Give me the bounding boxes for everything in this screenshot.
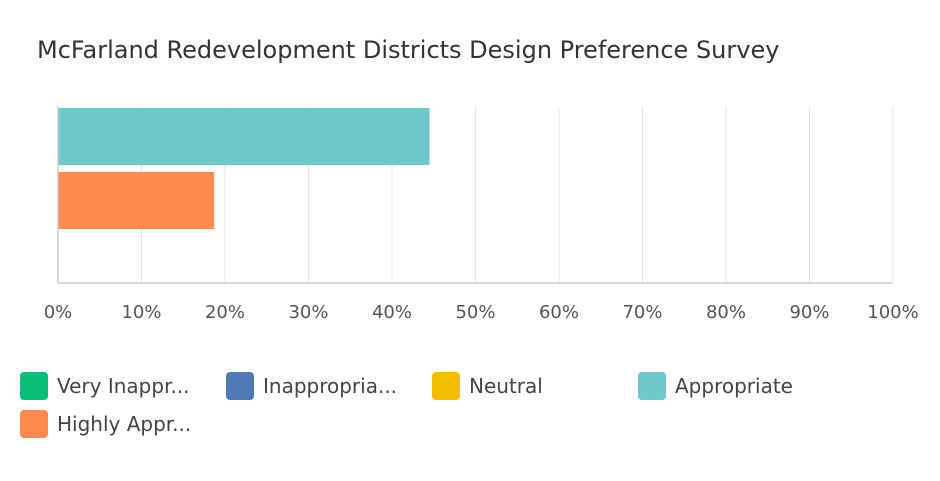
x-tick-label: 40%: [372, 302, 412, 323]
legend-swatch: [226, 372, 254, 400]
bars: [58, 108, 430, 229]
x-tick-label: 90%: [789, 302, 829, 323]
legend-item[interactable]: Neutral: [432, 371, 543, 401]
legend-item[interactable]: Very Inappr...: [20, 371, 190, 401]
x-tick-label: 30%: [288, 302, 328, 323]
x-tick-label: 80%: [706, 302, 746, 323]
legend-swatch: [20, 372, 48, 400]
legend-label: Highly Appr...: [57, 412, 192, 436]
x-tick-label: 100%: [867, 302, 918, 323]
legend-label: Neutral: [469, 374, 543, 398]
legend-item[interactable]: Inappropria...: [226, 371, 397, 401]
bar-highly-appr[interactable]: [58, 172, 215, 229]
x-tick-label: 0%: [44, 302, 73, 323]
legend-label: Inappropria...: [263, 374, 398, 398]
chart-title: McFarland Redevelopment Districts Design…: [37, 36, 780, 64]
legend-swatch: [432, 372, 460, 400]
bar-appropriate[interactable]: [58, 108, 430, 165]
x-tick-label: 20%: [205, 302, 245, 323]
legend-item[interactable]: Highly Appr...: [20, 409, 191, 439]
x-axis: 0% 10% 20% 30% 40% 50% 60% 70% 80% 90% 100%: [44, 107, 919, 323]
x-tick-label: 60%: [539, 302, 579, 323]
legend-swatch: [638, 372, 666, 400]
x-tick-label: 70%: [622, 302, 662, 323]
legend-label: Very Inappr...: [57, 374, 190, 398]
x-tick-label: 10%: [121, 302, 161, 323]
x-tick-label: 50%: [455, 302, 495, 323]
legend-swatch: [20, 410, 48, 438]
legend-label: Appropriate: [675, 374, 793, 398]
legend-item[interactable]: Appropriate: [638, 371, 793, 401]
